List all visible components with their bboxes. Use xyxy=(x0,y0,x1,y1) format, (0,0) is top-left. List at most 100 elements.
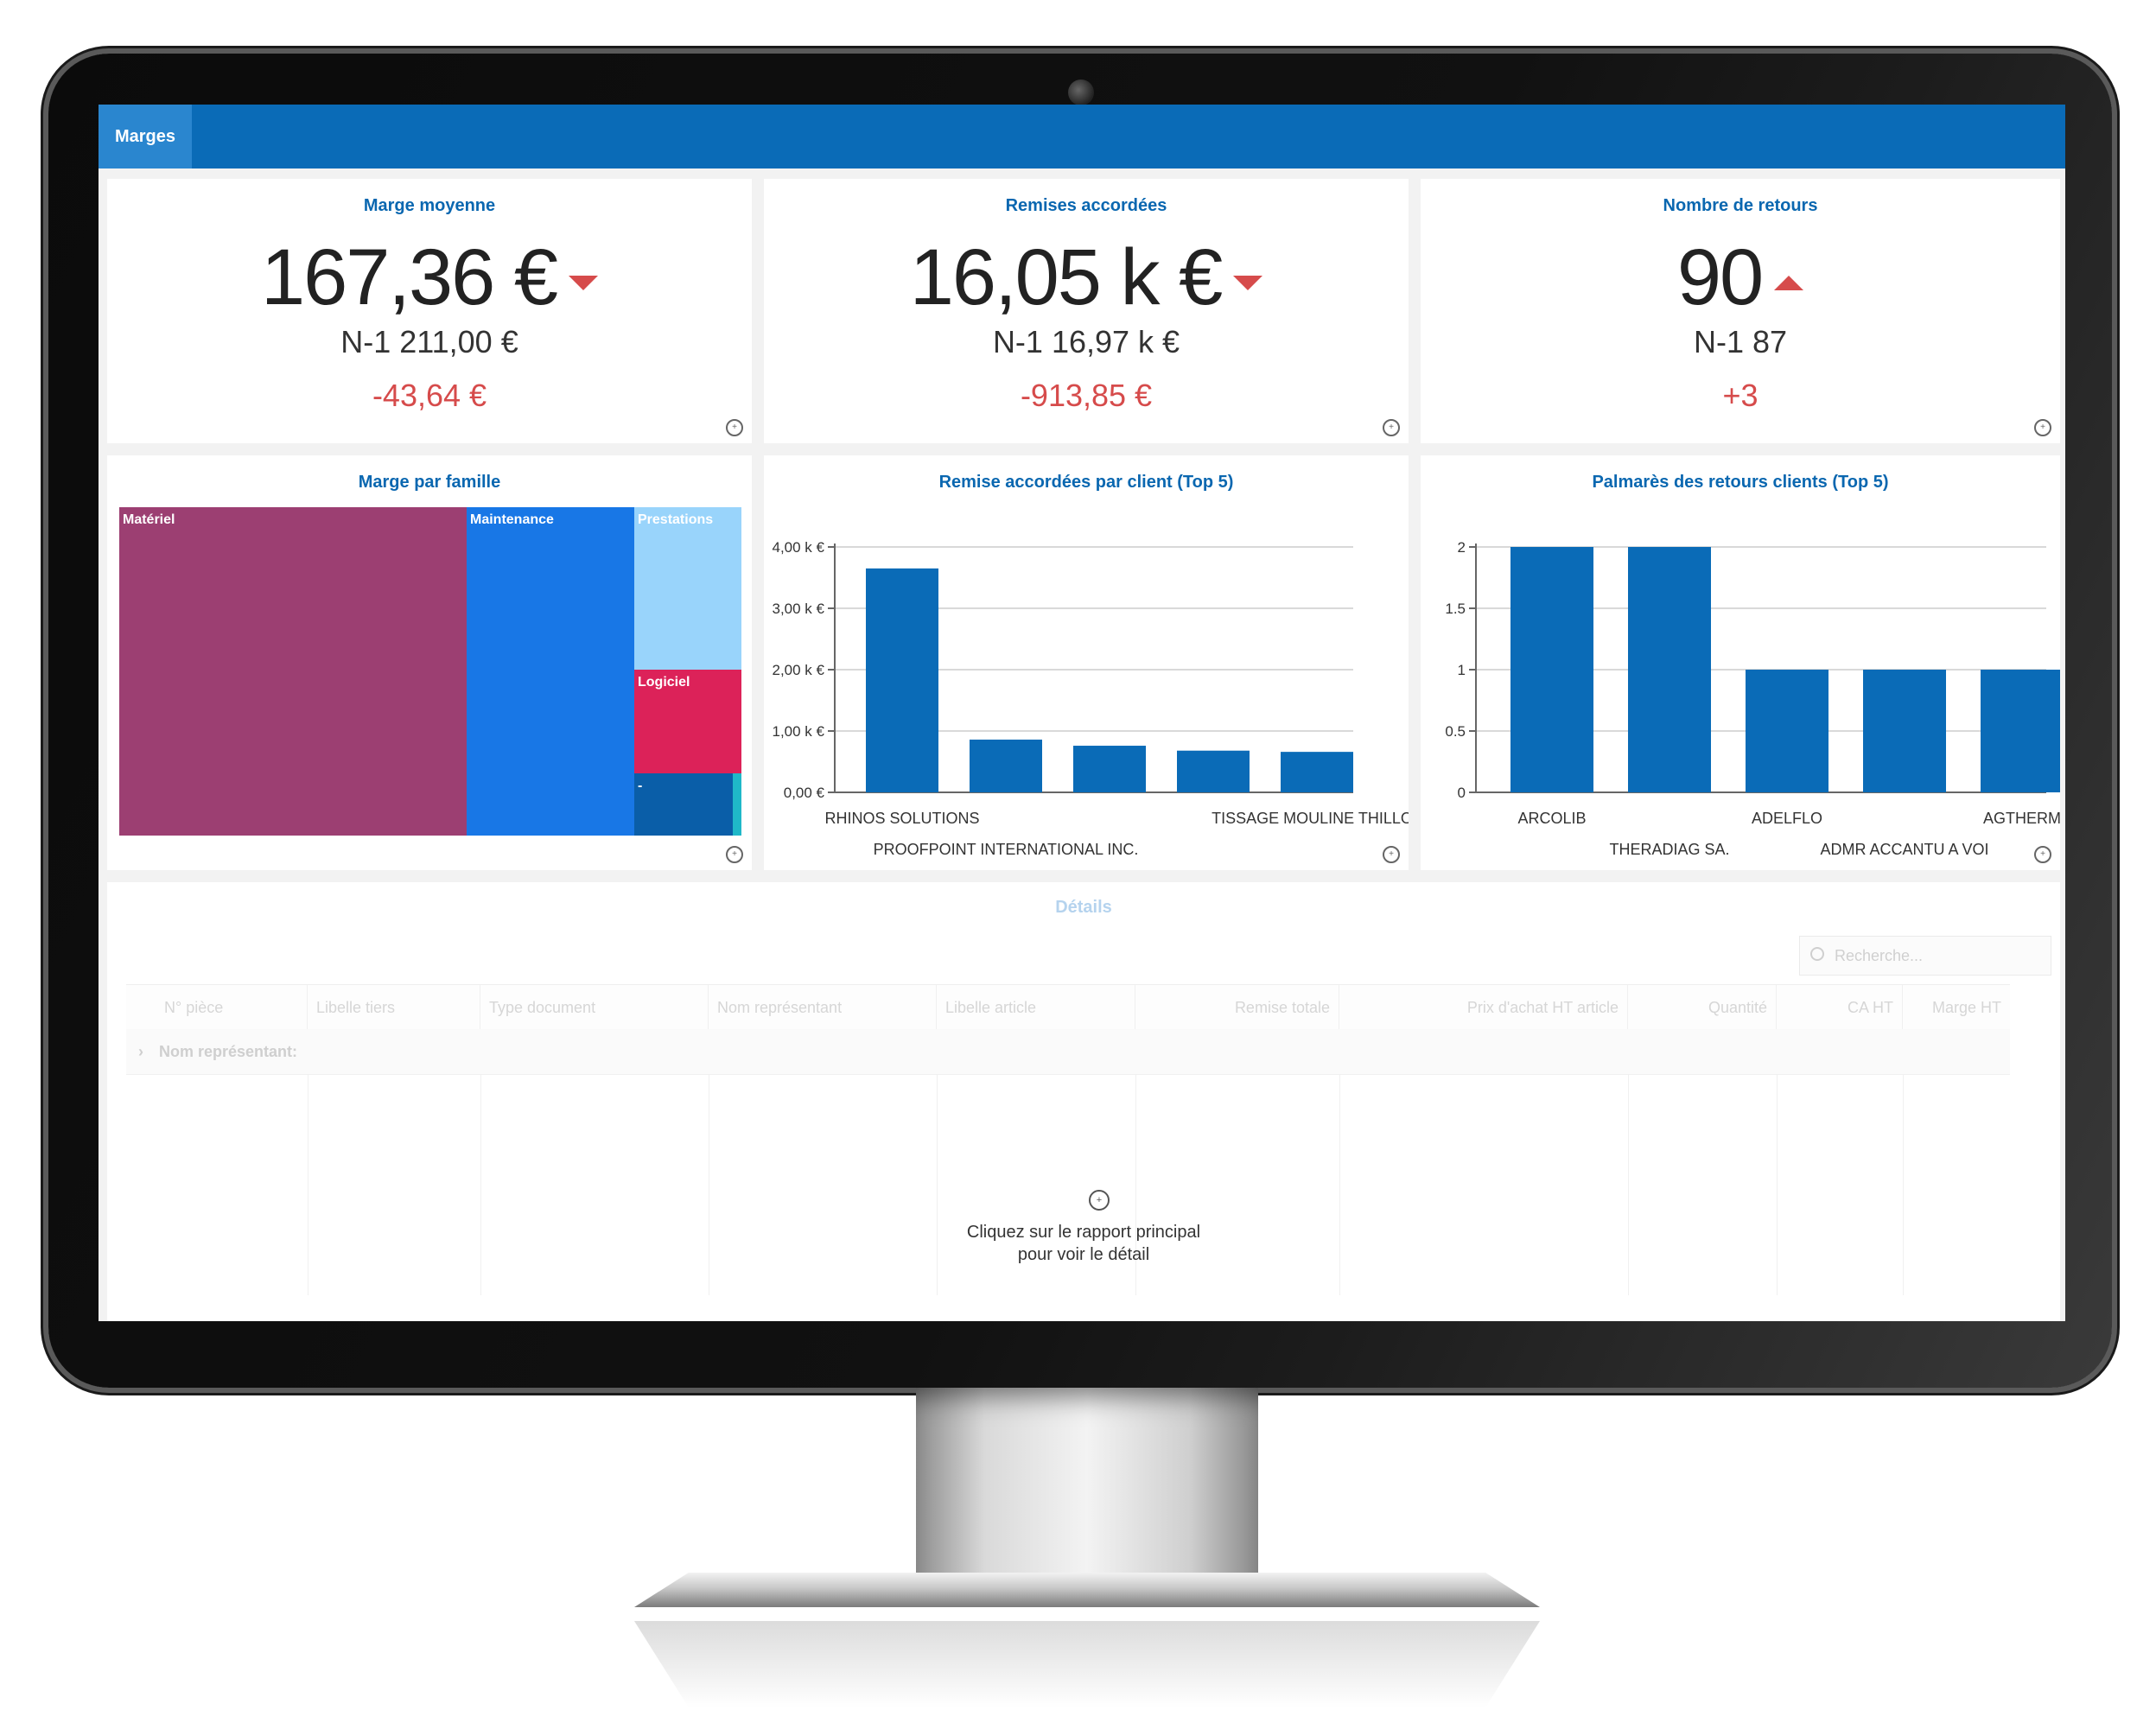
chart-title: Palmarès des retours clients (Top 5) xyxy=(1592,473,1889,492)
x-tick-label: TISSAGE MOULINE THILLOT xyxy=(1212,810,1409,827)
remises-bar-chart: 0,00 € 1,00 k € 2,00 k € 3,00 k € 4,00 k € RH… xyxy=(773,539,1409,858)
kpi-value: 90 xyxy=(1676,233,1764,321)
trend-down-icon xyxy=(1233,276,1263,291)
dashboard-screen: Marges Marge moyenne 167,36 € N-1 211,00… xyxy=(99,105,2065,1321)
chart-title: Marge par famille xyxy=(358,473,501,492)
x-tick-label: ADELFLO xyxy=(1752,810,1822,827)
y-tick-label: 3,00 k € xyxy=(773,601,825,617)
treemap-tile-small[interactable] xyxy=(733,773,741,836)
kpi-delta: -913,85 € xyxy=(1020,378,1153,413)
details-title: Détails xyxy=(1055,898,1112,917)
trend-up-icon xyxy=(1774,276,1804,291)
retours-bar-chart: 0 0.5 1 1.5 2 ARCOLIB THERADIAG SA. ADELFLO ADMR… xyxy=(1445,539,2060,858)
kpi-card-retours[interactable]: Nombre de retours 90 N-1 87 +3 + xyxy=(1421,179,2060,443)
column-header[interactable]: Libelle article xyxy=(937,985,1135,1030)
treemap-tile-logiciel[interactable]: Logiciel xyxy=(634,670,741,773)
kpi-title: Marge moyenne xyxy=(363,196,496,215)
expand-chevron-icon[interactable]: › xyxy=(138,1043,143,1060)
column-header[interactable]: Nom représentant xyxy=(709,985,937,1030)
bar xyxy=(866,568,938,792)
zoom-icon[interactable]: + xyxy=(726,419,743,436)
chart-title: Remise accordées par client (Top 5) xyxy=(938,473,1234,492)
zoom-icon[interactable]: + xyxy=(1383,846,1400,863)
retours-chart-card[interactable]: Palmarès des retours clients (Top 5) 0 0.… xyxy=(1421,455,2060,870)
column-divider xyxy=(1903,1074,1904,1295)
bar xyxy=(1510,547,1593,792)
column-divider xyxy=(1628,1074,1629,1295)
y-tick-label: 2,00 k € xyxy=(773,662,825,678)
kpi-previous: N-1 211,00 € xyxy=(340,324,518,359)
column-divider xyxy=(1339,1074,1340,1295)
kpi-value: 16,05 k € xyxy=(909,233,1224,321)
column-header[interactable]: Libelle tiers xyxy=(308,985,480,1030)
y-tick-label: 0 xyxy=(1458,785,1466,801)
tab-marges[interactable]: Marges xyxy=(99,105,192,168)
treemap-card[interactable]: Marge par famille Matériel Maintenance P… xyxy=(107,455,752,870)
zoom-icon[interactable]: + xyxy=(1383,419,1400,436)
column-header[interactable]: Remise totale xyxy=(1135,985,1339,1030)
webcam-icon xyxy=(1068,79,1094,105)
kpi-value: 167,36 € xyxy=(260,233,558,321)
treemap-tile-materiel[interactable]: Matériel xyxy=(119,507,467,836)
bar xyxy=(1281,752,1353,792)
y-tick-label: 1,00 k € xyxy=(773,723,825,740)
x-tick-label: THERADIAG SA. xyxy=(1609,841,1729,858)
bar xyxy=(1073,746,1146,792)
table-header: N° pièce Libelle tiers Type document Nom… xyxy=(126,984,2010,1031)
x-tick-label: ADMR ACCANTU A VOI xyxy=(1820,841,1988,858)
kpi-title: Remises accordées xyxy=(1005,196,1167,215)
bar xyxy=(1746,670,1828,792)
monitor-stand-base xyxy=(634,1573,1540,1607)
bar xyxy=(1177,750,1250,792)
zoom-icon: + xyxy=(1089,1190,1110,1211)
search-placeholder: Recherche... xyxy=(1835,947,1924,964)
remises-chart-card[interactable]: Remise accordées par client (Top 5) 0,00… xyxy=(764,455,1409,870)
bar xyxy=(1863,670,1946,792)
details-panel: Détails Recherche... N° pièce Libelle ti… xyxy=(107,882,2060,1321)
bar xyxy=(1628,547,1711,792)
group-label: Nom représentant: xyxy=(159,1043,298,1060)
empty-line-1: Cliquez sur le rapport principal xyxy=(966,1223,1201,1242)
y-tick-label: 0,00 € xyxy=(784,785,825,801)
zoom-icon[interactable]: + xyxy=(2034,419,2051,436)
zoom-icon[interactable]: + xyxy=(726,846,743,863)
column-header[interactable]: Type document xyxy=(480,985,709,1030)
treemap-tile-maintenance[interactable]: Maintenance xyxy=(467,507,634,836)
kpi-value-wrap: 16,05 k € xyxy=(764,234,1409,321)
kpi-previous: N-1 16,97 k € xyxy=(992,324,1180,359)
x-tick-label: PROOFPOINT INTERNATIONAL INC. xyxy=(874,841,1139,858)
kpi-value-wrap: 90 xyxy=(1421,234,2060,321)
y-tick-label: 2 xyxy=(1458,539,1466,556)
top-bar: Marges xyxy=(99,105,2065,168)
trend-down-icon xyxy=(569,276,599,291)
column-divider xyxy=(1777,1074,1778,1295)
column-header[interactable]: Quantité xyxy=(1628,985,1777,1030)
kpi-value-wrap: 167,36 € xyxy=(107,234,752,321)
kpi-previous: N-1 87 xyxy=(1693,324,1788,359)
column-header[interactable]: Marge HT xyxy=(1931,999,2001,1016)
y-tick-label: 1 xyxy=(1458,662,1466,678)
zoom-icon[interactable]: + xyxy=(2034,846,2051,863)
kpi-card-remises[interactable]: Remises accordées 16,05 k € N-1 16,97 k … xyxy=(764,179,1409,443)
bar xyxy=(1981,670,2060,792)
column-divider xyxy=(937,1074,938,1295)
empty-line-2: pour voir le détail xyxy=(1017,1245,1150,1264)
treemap-tile-other[interactable]: - xyxy=(634,773,733,836)
column-header[interactable]: N° pièce xyxy=(126,985,308,1030)
search-input[interactable]: Recherche... xyxy=(1799,936,2051,976)
monitor-stand-neck xyxy=(916,1388,1258,1585)
kpi-title: Nombre de retours xyxy=(1663,196,1818,215)
column-header[interactable]: CA HT xyxy=(1777,985,1903,1030)
kpi-delta: -43,64 € xyxy=(372,378,487,413)
y-tick-label: 0.5 xyxy=(1445,723,1466,740)
treemap-tile-prestations[interactable]: Prestations xyxy=(634,507,741,670)
column-header[interactable]: Prix d'achat HT article xyxy=(1339,985,1628,1030)
search-icon xyxy=(1810,947,1824,961)
column-divider xyxy=(1135,1074,1136,1295)
kpi-delta: +3 xyxy=(1722,378,1759,413)
x-tick-label: RHINOS SOLUTIONS xyxy=(824,810,979,827)
column-divider xyxy=(480,1074,481,1295)
empty-state-message: Cliquez sur le rapport principal pour vo… xyxy=(107,1221,2060,1266)
kpi-card-marge-moyenne[interactable]: Marge moyenne 167,36 € N-1 211,00 € -43,… xyxy=(107,179,752,443)
group-row[interactable]: › Nom représentant: xyxy=(126,1029,2010,1075)
